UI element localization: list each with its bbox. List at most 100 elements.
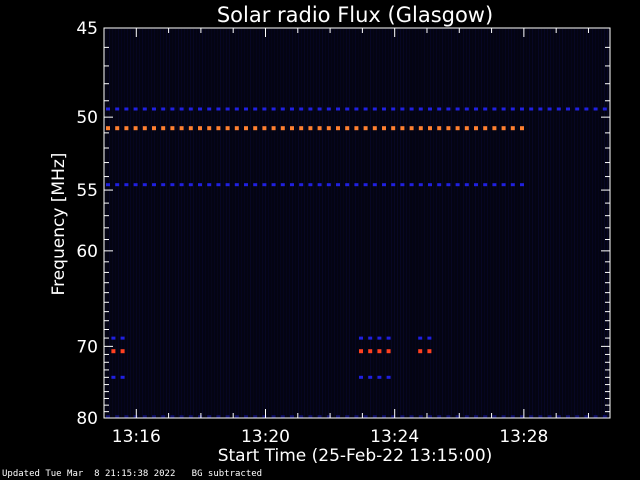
- texture-streak: [436, 29, 437, 417]
- band-dash: [566, 415, 570, 419]
- texture-streak: [304, 29, 305, 417]
- band-dash: [602, 107, 607, 111]
- texture-streak: [247, 29, 248, 417]
- band-dash: [510, 126, 515, 131]
- y-tick-label: 50: [76, 108, 98, 128]
- texture-streak: [271, 29, 272, 417]
- band-dash: [538, 107, 543, 111]
- band-dash: [345, 126, 350, 131]
- band-dash: [427, 349, 432, 354]
- band-dash: [354, 126, 359, 131]
- texture-streak: [319, 29, 320, 417]
- texture-streak: [415, 29, 416, 417]
- x-tick-label: 13:24: [370, 427, 419, 447]
- texture-streak: [169, 29, 170, 417]
- texture-streak: [574, 29, 575, 417]
- band-dash: [566, 107, 570, 111]
- band-dash: [437, 126, 442, 131]
- band-dash: [501, 107, 506, 111]
- texture-streak: [295, 29, 296, 417]
- texture-streak: [109, 29, 110, 417]
- texture-streak: [130, 29, 131, 417]
- texture-streak: [595, 29, 596, 417]
- band-dash: [142, 126, 147, 131]
- band-dash: [529, 415, 534, 419]
- band-dash: [120, 349, 125, 354]
- texture-streak: [484, 29, 485, 417]
- texture-streak: [163, 29, 164, 417]
- texture-streak: [139, 29, 140, 417]
- texture-streak: [517, 29, 518, 417]
- band-dash: [386, 336, 391, 340]
- band-dash: [428, 126, 432, 131]
- band-dash: [474, 183, 478, 187]
- band-dash: [359, 375, 363, 379]
- band-dash: [520, 415, 524, 419]
- band-dash: [170, 183, 175, 187]
- band-dash: [363, 415, 368, 419]
- texture-streak: [508, 29, 509, 417]
- band-dash: [262, 107, 267, 111]
- band-dash: [529, 107, 534, 111]
- texture-streak: [514, 29, 515, 417]
- texture-streak: [394, 29, 395, 417]
- band-dash: [556, 415, 561, 419]
- band-dash: [501, 126, 506, 131]
- band-dash: [152, 415, 156, 419]
- texture-streak: [457, 29, 458, 417]
- texture-streak: [193, 29, 194, 417]
- texture-streak: [520, 29, 521, 417]
- band-dash: [244, 107, 248, 111]
- band-dash: [170, 415, 175, 419]
- band-dash: [124, 183, 129, 187]
- band-dash: [474, 126, 478, 131]
- band-dash: [161, 415, 166, 419]
- texture-streak: [589, 29, 590, 417]
- band-dash: [106, 415, 110, 419]
- footer-note: BG subtracted: [191, 469, 263, 479]
- burst-69MHz-a: [111, 336, 125, 340]
- texture-streak: [235, 29, 236, 417]
- texture-streak: [283, 29, 284, 417]
- band-dash: [133, 183, 138, 187]
- band-dash: [382, 107, 386, 111]
- band-dash: [446, 107, 451, 111]
- texture-streak: [265, 29, 266, 417]
- texture-streak: [541, 29, 542, 417]
- texture-streak: [322, 29, 323, 417]
- band-dash: [299, 126, 304, 131]
- y-tick-label: 55: [76, 181, 98, 201]
- texture-streak: [220, 29, 221, 417]
- band-dash: [262, 415, 267, 419]
- band-dash: [368, 349, 373, 354]
- burst-74MHz-a: [111, 375, 125, 379]
- band-dash: [188, 126, 193, 131]
- band-dash: [207, 415, 212, 419]
- texture-streak: [118, 29, 119, 417]
- texture-streak: [379, 29, 380, 417]
- band-dash: [368, 336, 373, 340]
- texture-streak: [205, 29, 206, 417]
- texture-streak: [256, 29, 257, 417]
- band-dash: [133, 415, 138, 419]
- texture-streak: [460, 29, 461, 417]
- spectrogram-texture: [106, 29, 608, 417]
- band-dash: [382, 126, 386, 131]
- band-dash: [409, 183, 414, 187]
- texture-streak: [499, 29, 500, 417]
- band-dash: [520, 107, 524, 111]
- texture-streak: [553, 29, 554, 417]
- band-dash: [437, 107, 442, 111]
- texture-streak: [427, 29, 428, 417]
- band-dash: [428, 415, 432, 419]
- band-dash: [368, 375, 373, 379]
- texture-streak: [154, 29, 155, 417]
- texture-streak: [160, 29, 161, 417]
- footer: Updated Tue Mar 8 21:15:38 2022 BG subtr…: [2, 469, 262, 479]
- texture-streak: [604, 29, 605, 417]
- band-dash: [326, 415, 331, 419]
- band-dash: [271, 415, 276, 419]
- texture-streak: [316, 29, 317, 417]
- band-dash: [179, 126, 184, 131]
